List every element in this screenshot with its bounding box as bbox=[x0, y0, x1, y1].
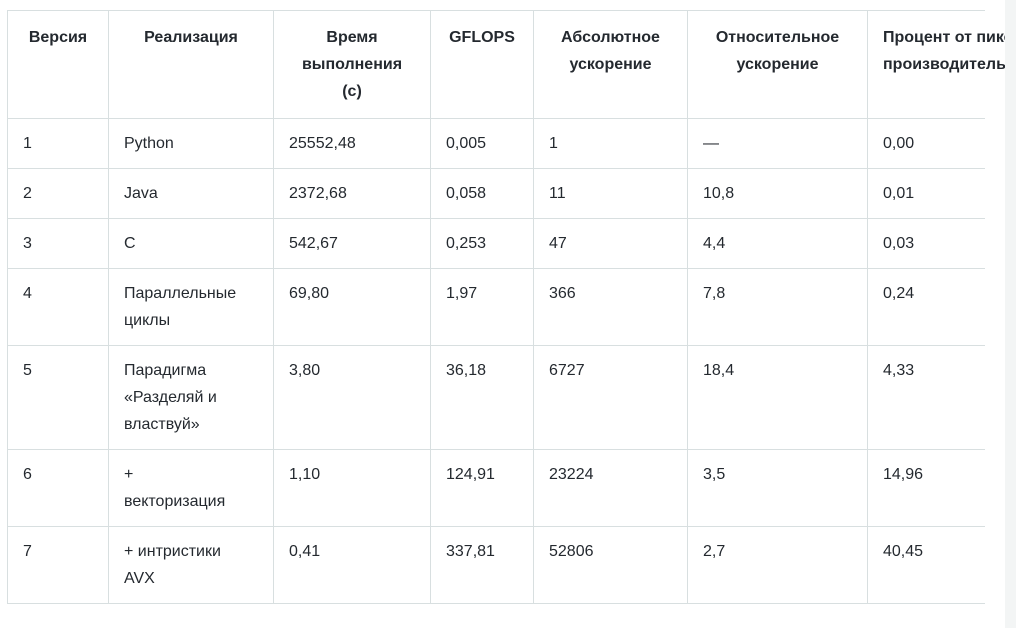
vertical-scrollbar[interactable] bbox=[1005, 0, 1016, 628]
cell-absolute-speedup: 52806 bbox=[533, 526, 688, 604]
cell-implementation: + векторизация bbox=[108, 449, 274, 527]
cell-peak-percent: 0,24 bbox=[867, 268, 985, 346]
cell-peak-percent: 14,96 bbox=[867, 449, 985, 527]
column-header-implementation: Реализация bbox=[108, 10, 274, 119]
cell-implementation: C bbox=[108, 218, 274, 269]
cell-version: 4 bbox=[7, 268, 109, 346]
table-header-row: Версия Реализация Время выполнения (с) G… bbox=[7, 10, 1016, 119]
cell-relative-speedup: — bbox=[687, 118, 868, 169]
cell-version: 5 bbox=[7, 345, 109, 450]
cell-implementation: + интристики AVX bbox=[108, 526, 274, 604]
cell-version: 7 bbox=[7, 526, 109, 604]
cell-execution-time: 3,80 bbox=[273, 345, 431, 450]
cell-relative-speedup: 10,8 bbox=[687, 168, 868, 219]
cell-execution-time: 1,10 bbox=[273, 449, 431, 527]
cell-absolute-speedup: 23224 bbox=[533, 449, 688, 527]
table-row: 7 + интристики AVX 0,41 337,81 52806 2,7… bbox=[7, 526, 985, 604]
cell-implementation: Java bbox=[108, 168, 274, 219]
column-header-gflops: GFLOPS bbox=[430, 10, 534, 119]
cell-gflops: 36,18 bbox=[430, 345, 534, 450]
cell-execution-time: 2372,68 bbox=[273, 168, 431, 219]
cell-version: 1 bbox=[7, 118, 109, 169]
cell-absolute-speedup: 47 bbox=[533, 218, 688, 269]
table-row: 6 + векторизация 1,10 124,91 23224 3,5 1… bbox=[7, 449, 985, 527]
cell-absolute-speedup: 1 bbox=[533, 118, 688, 169]
cell-relative-speedup: 3,5 bbox=[687, 449, 868, 527]
cell-peak-percent: 0,00 bbox=[867, 118, 985, 169]
cell-peak-percent: 40,45 bbox=[867, 526, 985, 604]
column-header-version: Версия bbox=[7, 10, 109, 119]
cell-execution-time: 25552,48 bbox=[273, 118, 431, 169]
cell-version: 6 bbox=[7, 449, 109, 527]
cell-gflops: 0,253 bbox=[430, 218, 534, 269]
cell-implementation: Python bbox=[108, 118, 274, 169]
column-header-peak-performance-percent: Процент от пиковой производительности bbox=[867, 10, 1016, 119]
cell-peak-percent: 0,01 bbox=[867, 168, 985, 219]
cell-implementation: Парадигма «Разделяй и властвуй» bbox=[108, 345, 274, 450]
cell-absolute-speedup: 11 bbox=[533, 168, 688, 219]
table-row: 4 Параллельные циклы 69,80 1,97 366 7,8 … bbox=[7, 268, 985, 346]
cell-version: 2 bbox=[7, 168, 109, 219]
cell-relative-speedup: 4,4 bbox=[687, 218, 868, 269]
cell-gflops: 1,97 bbox=[430, 268, 534, 346]
cell-gflops: 337,81 bbox=[430, 526, 534, 604]
cell-execution-time: 69,80 bbox=[273, 268, 431, 346]
cell-gflops: 0,005 bbox=[430, 118, 534, 169]
table-row: 3 C 542,67 0,253 47 4,4 0,03 bbox=[7, 218, 985, 269]
cell-peak-percent: 4,33 bbox=[867, 345, 985, 450]
cell-version: 3 bbox=[7, 218, 109, 269]
table-row: 1 Python 25552,48 0,005 1 — 0,00 bbox=[7, 118, 985, 169]
cell-absolute-speedup: 6727 bbox=[533, 345, 688, 450]
cell-relative-speedup: 7,8 bbox=[687, 268, 868, 346]
performance-table: Версия Реализация Время выполнения (с) G… bbox=[7, 10, 1016, 604]
table-row: 2 Java 2372,68 0,058 11 10,8 0,01 bbox=[7, 168, 985, 219]
cell-relative-speedup: 18,4 bbox=[687, 345, 868, 450]
cell-gflops: 124,91 bbox=[430, 449, 534, 527]
column-header-execution-time: Время выполнения (с) bbox=[273, 10, 431, 119]
column-header-relative-speedup: Относительное ускорение bbox=[687, 10, 868, 119]
cell-peak-percent: 0,03 bbox=[867, 218, 985, 269]
cell-implementation: Параллельные циклы bbox=[108, 268, 274, 346]
table-row: 5 Парадигма «Разделяй и властвуй» 3,80 3… bbox=[7, 345, 985, 450]
cell-execution-time: 0,41 bbox=[273, 526, 431, 604]
cell-gflops: 0,058 bbox=[430, 168, 534, 219]
cell-absolute-speedup: 366 bbox=[533, 268, 688, 346]
column-header-absolute-speedup: Абсолютное ускорение bbox=[533, 10, 688, 119]
cell-relative-speedup: 2,7 bbox=[687, 526, 868, 604]
cell-execution-time: 542,67 bbox=[273, 218, 431, 269]
